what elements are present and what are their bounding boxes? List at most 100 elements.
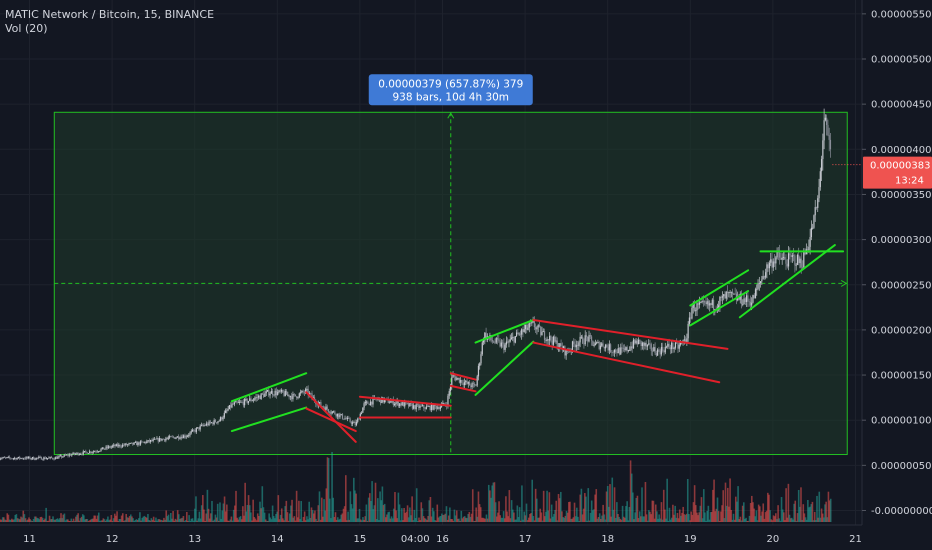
volume-bar: [813, 511, 816, 522]
candle-body: [78, 454, 81, 456]
candle-body: [826, 117, 828, 126]
candle-body: [21, 458, 23, 459]
volume-bar: [748, 515, 751, 522]
volume-bar: [524, 515, 527, 522]
volume-bar: [79, 518, 82, 522]
volume-bar: [585, 496, 587, 522]
price-axis-label: 0.00000400: [871, 145, 931, 156]
candle-body: [828, 135, 830, 140]
candle-body: [136, 442, 138, 446]
volume-bar: [353, 477, 355, 522]
candle-body: [320, 402, 322, 407]
volume-bar: [310, 507, 313, 522]
volume-bar: [4, 519, 6, 522]
candle-body: [293, 393, 295, 395]
volume-bar: [533, 520, 536, 522]
volume-bar: [335, 519, 338, 522]
volume-bar: [391, 518, 394, 522]
volume-bar: [363, 519, 365, 522]
candle-body: [737, 296, 739, 301]
volume-bar: [656, 511, 658, 522]
candle-body: [555, 340, 557, 342]
candle-body: [163, 438, 166, 441]
volume-bar: [427, 516, 429, 522]
volume-bar: [174, 518, 177, 522]
volume-bar: [328, 498, 331, 522]
volume-bar: [672, 504, 674, 522]
volume-bar: [530, 512, 532, 522]
candle-body: [418, 404, 420, 409]
volume-bar: [212, 520, 214, 522]
volume-bar: [614, 517, 617, 522]
candle-body: [625, 347, 627, 351]
volume-bar: [574, 516, 577, 522]
candle-body: [338, 413, 340, 418]
candle-body: [674, 342, 677, 348]
volume-bar: [594, 494, 596, 522]
candle-body: [350, 421, 352, 424]
candle-body: [162, 438, 164, 440]
candle-body: [110, 446, 112, 448]
candle-body: [466, 380, 468, 384]
candle-body: [358, 418, 360, 420]
candle-body: [454, 376, 457, 381]
candle-body: [718, 305, 720, 308]
candle-body: [125, 443, 128, 446]
volume-bar: [645, 514, 648, 522]
volume-bar: [219, 502, 221, 522]
volume-bar: [389, 518, 392, 522]
volume-bar: [406, 505, 409, 522]
volume-bar: [251, 520, 253, 522]
volume-bar: [617, 513, 619, 522]
candle-body: [238, 401, 241, 403]
volume-bar: [780, 497, 783, 522]
volume-bar: [640, 516, 642, 522]
volume-bar: [624, 517, 626, 522]
volume-bar: [742, 502, 745, 522]
candle-body: [208, 421, 210, 426]
volume-bar: [140, 520, 142, 522]
candle-body: [698, 302, 701, 305]
candle-body: [829, 139, 832, 150]
volume-bar: [373, 505, 376, 522]
volume-bar: [372, 509, 375, 522]
candle-body: [368, 403, 370, 406]
volume-bar: [57, 519, 60, 522]
candle-body: [798, 254, 800, 264]
candle-body: [704, 301, 706, 303]
candle-body: [533, 320, 535, 328]
candle-body: [203, 425, 205, 426]
volume-bar: [526, 520, 529, 522]
volume-bar: [399, 520, 402, 522]
current-price-tag[interactable]: 0.00000383 13:24: [863, 156, 932, 189]
candle-body: [598, 342, 600, 350]
candle-body: [291, 396, 293, 400]
volume-bar: [194, 508, 196, 522]
volume-bar: [468, 512, 471, 522]
volume-bar: [14, 515, 17, 522]
volume-bar: [307, 519, 309, 522]
volume-bar: [423, 518, 426, 522]
symbol-title: MATIC Network / Bitcoin, 15, BINANCE: [5, 8, 215, 21]
volume-bar: [127, 517, 130, 522]
volume-bar: [80, 516, 83, 522]
candle-body: [148, 440, 150, 442]
candle-body: [632, 339, 635, 349]
candle-body: [824, 117, 826, 121]
candle-body: [467, 381, 469, 384]
volume-bar: [611, 477, 614, 522]
volume-bar: [84, 519, 86, 522]
volume-bar: [294, 520, 297, 522]
candle-body: [16, 458, 18, 460]
candle-body: [740, 293, 743, 305]
candle-body: [443, 402, 445, 405]
volume-bar: [497, 512, 499, 522]
candle-body: [292, 393, 294, 400]
volume-bar: [668, 507, 671, 522]
volume-bar: [284, 506, 286, 522]
candle-body: [387, 398, 389, 403]
volume-bar: [189, 520, 192, 522]
candle-body: [233, 402, 236, 405]
